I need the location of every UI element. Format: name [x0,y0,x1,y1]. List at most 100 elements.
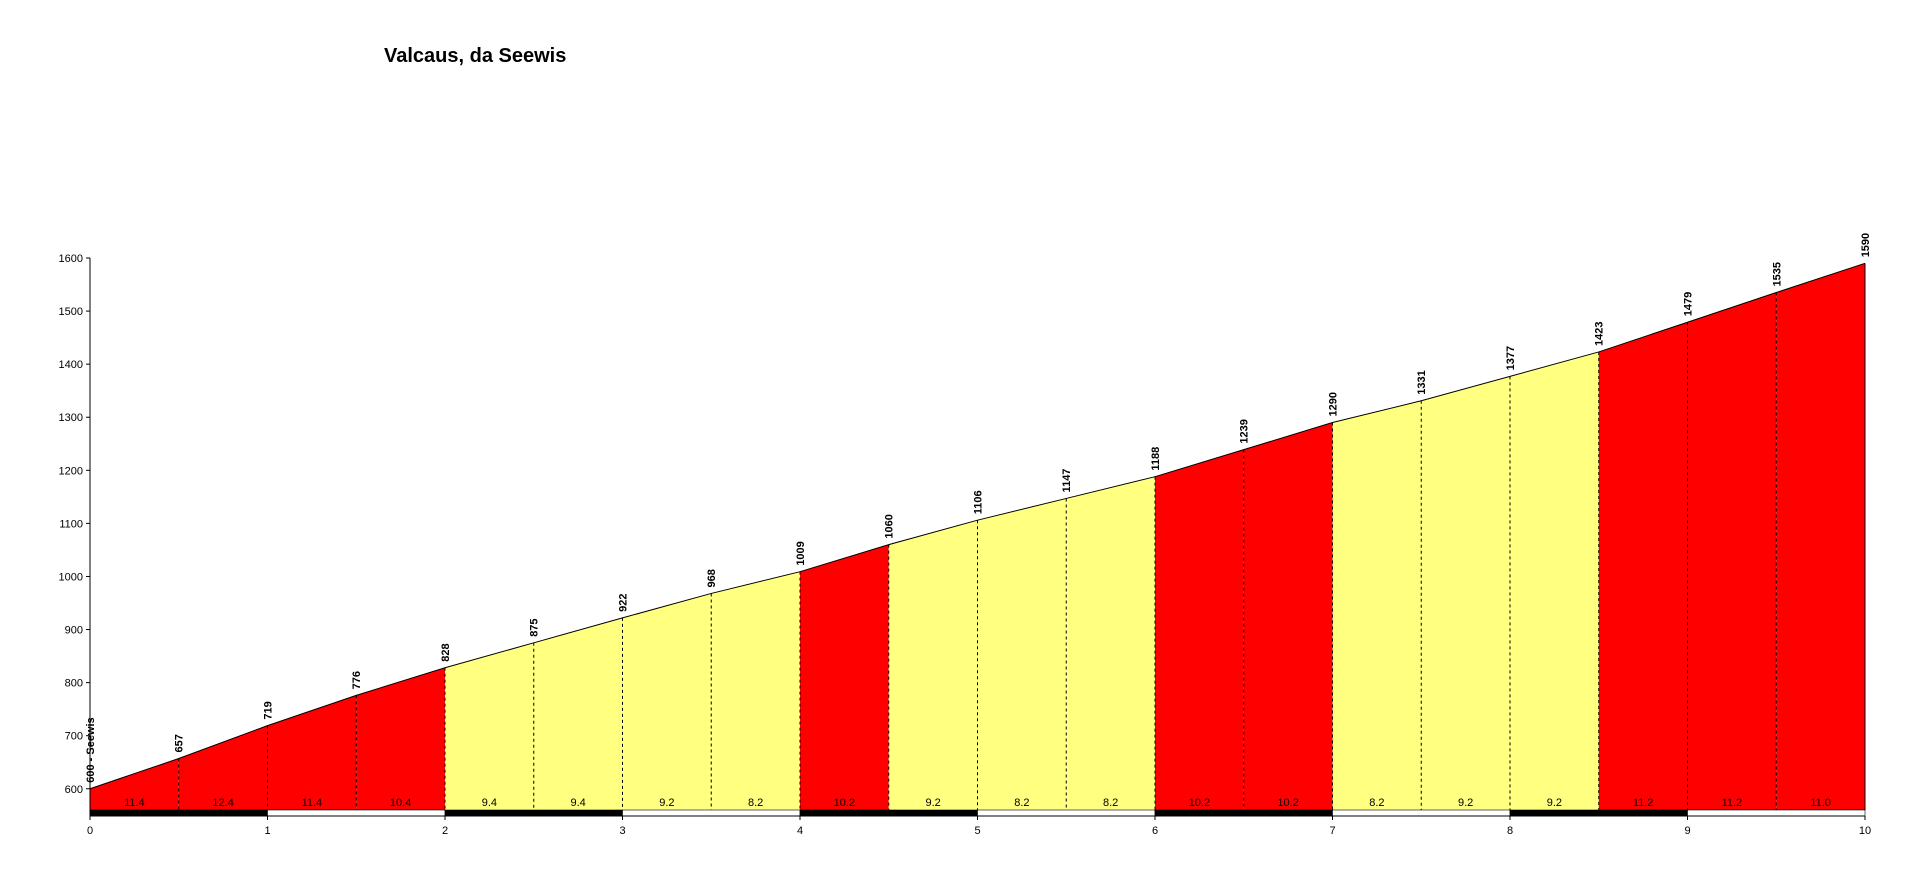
x-tick-label: 6 [1152,825,1158,837]
scale-bar-block [89,809,268,817]
gradient-label: 10.2 [1277,797,1298,809]
profile-segment [356,667,445,810]
scale-bar-block [622,809,801,817]
gradient-labels: 11.4 12.4 11.4 10.4 9.4 9.4 9.2 8.2 10.2 9.2 8.2 8.… [124,797,1831,809]
y-tick-label: 1600 [59,253,83,265]
profile-segment [711,571,800,810]
profile-segment [977,498,1067,810]
altitude-label: 1377 [1505,346,1517,370]
gradient-label: 11.0 [1810,797,1831,809]
x-tick-label: 10 [1859,825,1871,837]
x-tick-label: 4 [797,825,803,837]
scale-bar-block [444,809,623,817]
gradient-label: 12.4 [212,797,233,809]
distance-scale-bar [89,809,1866,817]
altitude-label: 776 [351,671,363,689]
profile-segment [533,617,623,810]
y-tick-label: 1200 [59,465,83,477]
gradient-label: 11.4 [302,797,323,809]
gradient-label: 11.2 [1633,797,1654,809]
altitude-label: 600 - Seewis [85,717,97,782]
profile-segments [90,263,1865,810]
x-tick-labels: 0 1 2 3 4 5 6 7 8 9 10 [87,825,1871,837]
altitude-label: 922 [618,594,630,612]
chart-axes [86,257,1866,820]
profile-segment [1598,322,1688,810]
y-tick-label: 1100 [59,518,83,530]
y-tick-label: 800 [65,678,83,690]
scale-bar-block [977,809,1156,817]
profile-segment [1776,263,1865,810]
scale-bar-block [1154,809,1333,817]
y-tick-label: 1300 [59,412,83,424]
x-tick-label: 3 [619,825,625,837]
y-tick-label: 700 [65,731,83,743]
gradient-label: 8.2 [748,797,763,809]
scale-bar-block [799,809,978,817]
profile-segment [1421,376,1510,810]
profile-segment [90,758,179,810]
profile-segment [1066,476,1155,810]
altitude-label: 1479 [1683,292,1695,316]
y-tick-label: 1400 [59,359,83,371]
profile-line [89,262,1866,790]
gradient-label: 9.4 [482,797,497,809]
y-tick-label: 600 [65,784,83,796]
gradient-label: 10.2 [1189,797,1210,809]
x-tick-label: 1 [264,825,270,837]
chart-title: Valcaus, da Seewis [384,45,566,67]
gradient-label: 8.2 [1369,797,1384,809]
profile-outline [89,262,1866,810]
profile-segment [1243,422,1333,810]
x-tick-label: 8 [1507,825,1513,837]
scale-bar-block [1509,809,1688,817]
gradient-label: 9.2 [1458,797,1473,809]
gradient-label: 9.2 [659,797,674,809]
y-tick-label: 1000 [59,571,83,583]
profile-segment [1687,292,1777,810]
y-tick-label: 900 [65,625,83,637]
profile-segment [178,725,268,810]
profile-segment [1155,449,1244,810]
x-tick-label: 0 [87,825,93,837]
segment-dividers [178,292,1777,810]
scale-bar-block [267,809,446,817]
profile-segment [267,695,357,810]
altitude-label: 1331 [1416,370,1428,394]
altitude-label: 719 [263,701,275,719]
x-tick-label: 7 [1329,825,1335,837]
gradient-label: 9.2 [925,797,940,809]
altitude-label: 1060 [884,514,896,538]
altitude-label: 1106 [973,490,985,514]
x-tick-label: 2 [442,825,448,837]
profile-segment [888,520,978,810]
gradient-label: 11.4 [124,797,145,809]
profile-segment [800,544,889,810]
y-tick-label: 1500 [59,306,83,318]
altitude-label: 1535 [1771,262,1783,286]
altitude-label: 968 [706,569,718,587]
altitude-label: 1188 [1150,447,1162,471]
profile-segment [1510,351,1599,810]
scale-bar-block [1687,809,1866,817]
gradient-label: 8.2 [1103,797,1118,809]
y-tick-labels: 600 700 800 900 1000 1100 1200 1300 1400 1500 1600 [59,253,83,796]
scale-bar-block [1332,809,1511,817]
profile-segment [1332,400,1422,810]
gradient-label: 9.2 [1547,797,1562,809]
altitude-label: 657 [174,734,186,752]
altitude-label: 828 [440,643,452,661]
profile-segment [622,593,712,810]
altitude-label: 875 [529,618,541,636]
gradient-label: 10.2 [834,797,855,809]
x-tick-label: 5 [974,825,980,837]
altitude-label: 1590 [1860,233,1872,257]
altitude-label: 1290 [1328,392,1340,416]
gradient-label: 8.2 [1014,797,1029,809]
altitude-label: 1423 [1594,321,1606,345]
altitude-labels: 600 - Seewis 657 719 776 828 875 922 968 1009 106… [85,233,1872,783]
profile-segment [445,642,534,810]
x-tick-label: 9 [1684,825,1690,837]
altitude-label: 1147 [1061,469,1073,493]
